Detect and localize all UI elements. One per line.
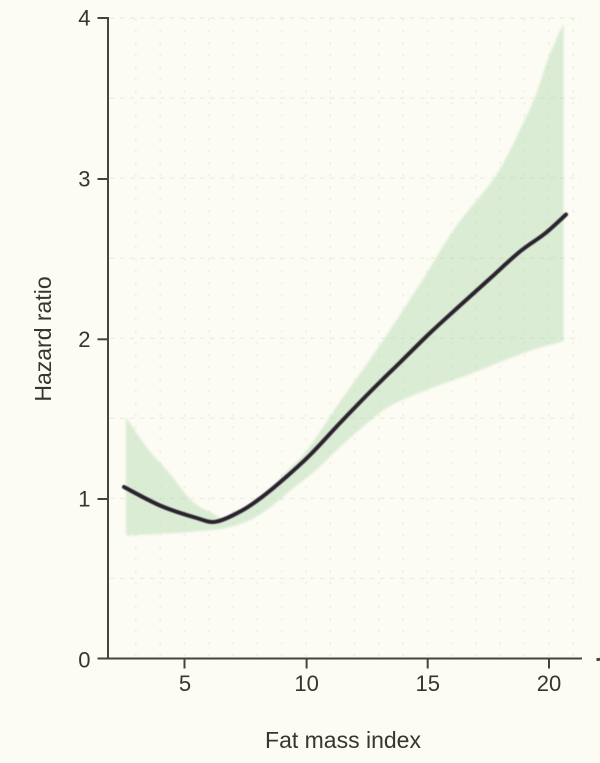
- svg-text:1: 1: [78, 487, 90, 512]
- svg-text:Hazard ratio: Hazard ratio: [30, 276, 56, 401]
- svg-text:Fat mass index: Fat mass index: [265, 727, 421, 753]
- svg-text:4: 4: [78, 6, 90, 31]
- svg-text:20: 20: [537, 671, 561, 696]
- svg-text:2: 2: [78, 327, 90, 352]
- svg-text:15: 15: [415, 671, 439, 696]
- svg-text:5: 5: [179, 671, 191, 696]
- svg-text:0: 0: [78, 648, 90, 673]
- svg-text:3: 3: [78, 167, 90, 192]
- svg-text:10: 10: [294, 671, 318, 696]
